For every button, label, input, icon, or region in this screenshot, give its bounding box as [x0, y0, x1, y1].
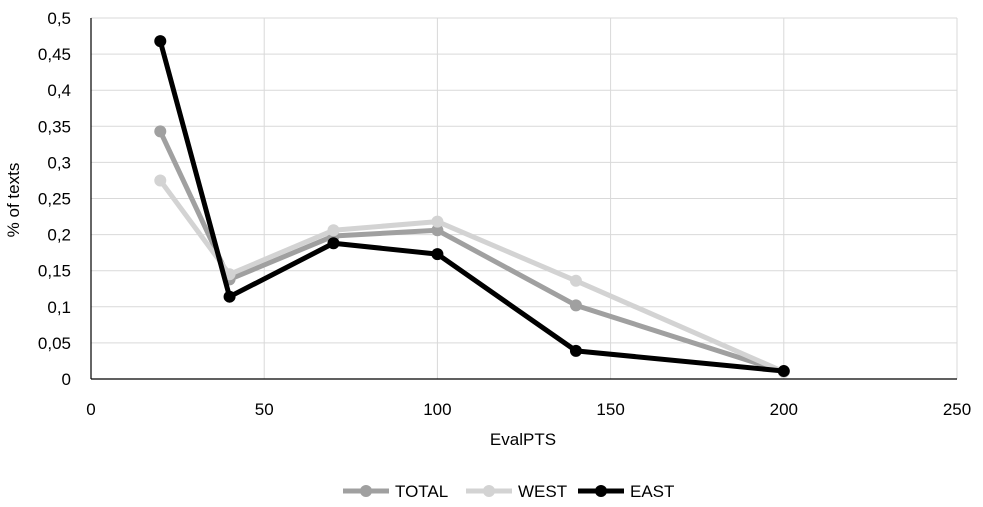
legend-label: EAST	[630, 482, 674, 501]
series-line-total	[157, 128, 787, 375]
data-point-total	[569, 299, 582, 312]
data-point-total	[431, 224, 444, 237]
y-tick-label: 0,4	[47, 81, 71, 100]
series-east	[154, 35, 790, 378]
x-tick-label: 200	[770, 400, 798, 419]
y-tick-label: 0,3	[47, 153, 71, 172]
series-line-east	[157, 38, 787, 374]
legend-marker-swatch	[360, 485, 372, 497]
axes	[90, 18, 957, 380]
y-tick-label: 0,25	[38, 190, 71, 209]
legend-marker-swatch	[595, 485, 607, 497]
legend: TOTAL WEST EAST	[343, 482, 674, 501]
y-tick-label: 0,05	[38, 334, 71, 353]
legend-item-total: TOTAL	[343, 482, 448, 501]
y-axis-title: % of texts	[4, 163, 23, 238]
data-point-east	[327, 237, 340, 250]
data-point-west	[154, 174, 167, 187]
x-tick-label: 100	[423, 400, 451, 419]
legend-item-east: EAST	[578, 482, 674, 501]
legend-marker-swatch	[483, 485, 495, 497]
data-point-west	[431, 215, 444, 228]
y-tick-label: 0,15	[38, 262, 71, 281]
data-point-total	[154, 125, 167, 138]
data-point-east	[777, 365, 790, 378]
x-axis-title: EvalPTS	[490, 430, 556, 449]
data-point-west	[569, 274, 582, 287]
y-tick-label: 0	[62, 370, 71, 389]
legend-label: WEST	[518, 482, 567, 501]
y-tick-label: 0,5	[47, 9, 71, 28]
y-tick-label: 0,2	[47, 226, 71, 245]
data-point-east	[569, 344, 582, 357]
legend-label: TOTAL	[395, 482, 448, 501]
data-point-east	[154, 35, 167, 48]
x-tick-label: 0	[86, 400, 95, 419]
data-point-west	[327, 224, 340, 237]
x-tick-label: 50	[255, 400, 274, 419]
data-point-east	[431, 248, 444, 261]
data-point-east	[223, 290, 236, 303]
legend-item-west: WEST	[466, 482, 567, 501]
x-tick-label: 150	[596, 400, 624, 419]
gridlines	[91, 17, 958, 379]
tick-labels: 0 0,05 0,1 0,15 0,2 0,25 0,3 0,35 0,4 0,45 0,5 0 50 1…	[38, 9, 971, 419]
series-group	[154, 35, 790, 378]
series-total	[154, 125, 790, 378]
y-tick-label: 0,45	[38, 45, 71, 64]
y-tick-label: 0,1	[47, 298, 71, 317]
x-tick-label: 250	[943, 400, 971, 419]
y-tick-label: 0,35	[38, 117, 71, 136]
